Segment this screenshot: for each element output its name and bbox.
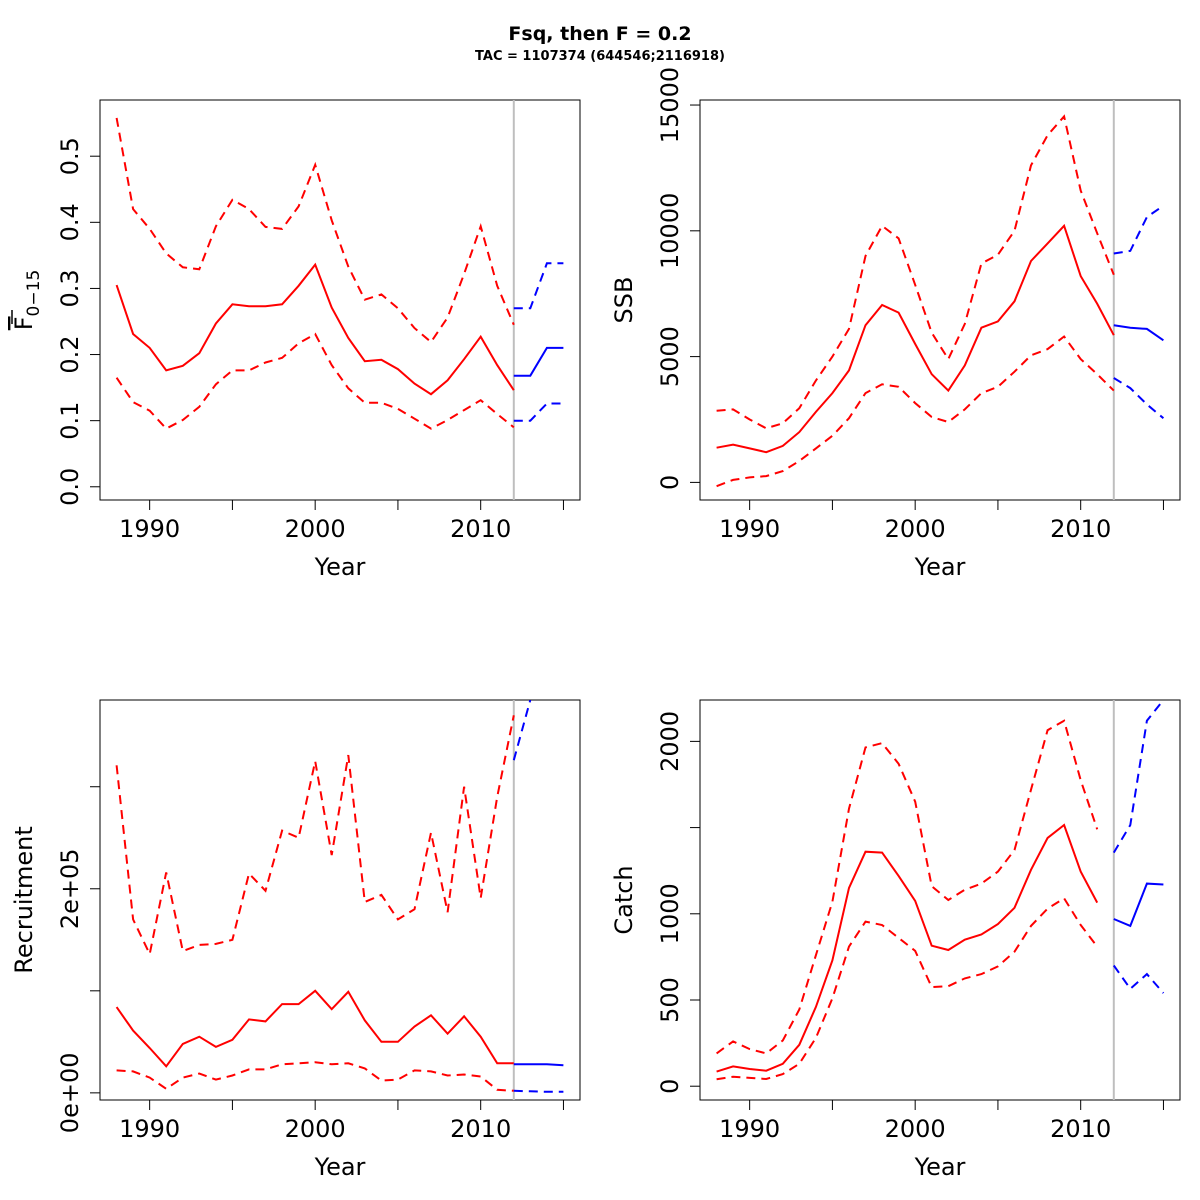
catch-x-tick-label: 1990	[719, 1115, 780, 1143]
fbar-x-tick-label: 2010	[450, 515, 511, 543]
ssb-x-tick-label: 1990	[719, 515, 780, 543]
ssb-historic-estimate-line	[716, 223, 1115, 454]
catch-y-axis-label: Catch	[610, 865, 638, 934]
fbar-y-tick-label: 0.3	[56, 269, 84, 307]
catch-plot-frame	[699, 699, 1181, 1101]
recruitment-historic-bound-line	[116, 1061, 514, 1092]
ssb-plot-frame	[699, 99, 1181, 501]
catch-projection-bound-line	[1112, 700, 1165, 854]
ssb-y-tick-label: 5000	[656, 326, 684, 387]
ssb-x-tick-label: 2010	[1050, 515, 1111, 543]
catch-historic-estimate-line	[716, 823, 1099, 1073]
recruitment-x-tick-label: 2000	[285, 1115, 346, 1143]
recruitment-y-tick-label: 0e+00	[56, 1053, 84, 1134]
ssb-historic-bound-line	[716, 114, 1115, 430]
figure-title: Fsq, then F = 0.2	[508, 23, 691, 45]
catch-x-axis-label: Year	[914, 1153, 966, 1181]
fbar-projection-estimate-line	[513, 346, 564, 377]
catch-y-tick-label: 0	[656, 1079, 684, 1094]
fbar-x-axis-label: Year	[314, 553, 366, 581]
recruitment-panel: 1990 2000 2010 Year 0e+00 2e+05 Recruitment	[10, 699, 581, 1181]
ssb-historic-bound-line	[716, 335, 1115, 488]
catch-y-tick-label: 1000	[656, 883, 684, 944]
recruitment-projection-estimate-line	[513, 1063, 564, 1067]
catch-x-tick-label: 2010	[1050, 1115, 1111, 1143]
fbar-y-tick-label: 0.0	[56, 468, 84, 506]
fbar-y-tick-label: 0.1	[56, 402, 84, 440]
fbar-historic-estimate-line	[115, 262, 515, 396]
ssb-y-tick-label: 10000	[656, 193, 684, 269]
fbar-projection-bound-line	[513, 402, 564, 422]
catch-panel: 1990 2000 2010 Year 0 500 1000 2000 Catch	[610, 699, 1181, 1181]
catch-historic-bound-line	[716, 896, 1098, 1081]
fbar-y-axis-label: F0−15	[10, 270, 44, 331]
recruitment-y-tick-label: 2e+05	[56, 848, 84, 929]
fbar-plot-frame	[99, 99, 581, 501]
fbar-historic-bound-line	[115, 332, 515, 430]
ssb-panel: 1990 2000 2010 Year 0 5000 10000 15000 SSB	[610, 67, 1181, 581]
recruitment-x-tick-label: 1990	[119, 1115, 180, 1143]
recruitment-plot-frame	[99, 699, 581, 1101]
recruitment-projection-bound-line	[512, 700, 532, 761]
figure-subtitle: TAC = 1107374 (644546;2116918)	[475, 49, 725, 64]
ssb-y-tick-label: 15000	[656, 67, 684, 143]
ssb-x-axis-label: Year	[914, 553, 966, 581]
fbar-historic-bound-line	[115, 117, 515, 344]
ssb-projection-estimate-line	[1113, 324, 1164, 342]
fbar-projection-bound-line	[513, 262, 564, 310]
fbar-y-tick-label: 0.5	[56, 137, 84, 175]
ssb-y-axis-label: SSB	[610, 277, 638, 324]
catch-projection-estimate-line	[1113, 882, 1164, 928]
recruitment-y-axis-label: Recruitment	[10, 826, 38, 973]
recruitment-projection-bound-line	[513, 1089, 564, 1093]
fbar-panel: 1990 2000 2010 Year 0.0 0.1 0.2 0.3 0.4 0.5 F0−15	[10, 99, 581, 581]
catch-x-tick-label: 2000	[885, 1115, 946, 1143]
fbar-x-tick-label: 1990	[119, 515, 180, 543]
recruitment-historic-estimate-line	[115, 989, 514, 1068]
ssb-x-tick-label: 2000	[885, 515, 946, 543]
ssb-y-tick-label: 0	[656, 475, 684, 490]
fbar-y-tick-label: 0.4	[56, 203, 84, 241]
recruitment-x-tick-label: 2010	[450, 1115, 511, 1143]
ssb-projection-bound-line	[1113, 204, 1164, 255]
recruitment-x-axis-label: Year	[314, 1153, 366, 1181]
fbar-y-tick-label: 0.2	[56, 335, 84, 373]
catch-projection-bound-line	[1112, 964, 1165, 994]
catch-y-tick-label: 500	[656, 977, 684, 1023]
catch-y-tick-label: 2000	[656, 711, 684, 772]
ssb-projection-bound-line	[1113, 377, 1165, 419]
fbar-x-tick-label: 2000	[285, 515, 346, 543]
recruitment-historic-bound-line	[115, 715, 515, 958]
